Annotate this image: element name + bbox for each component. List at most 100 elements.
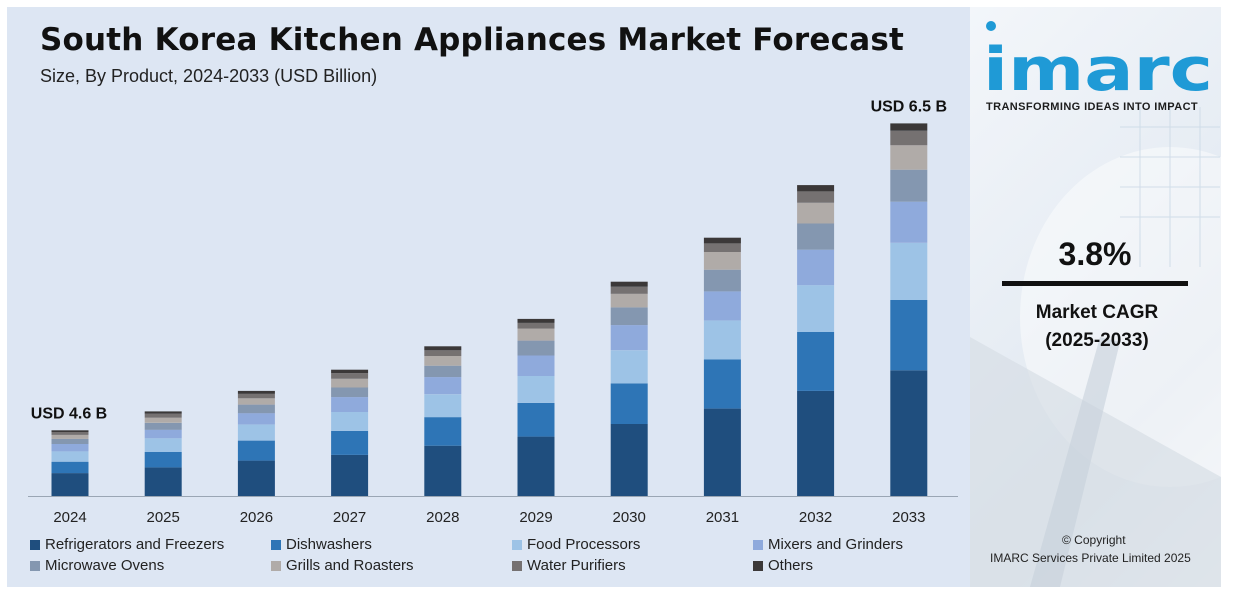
bar-segment	[237, 440, 275, 461]
svg-text:imarc: imarc	[983, 35, 1213, 98]
x-tick-label: 2024	[53, 509, 86, 526]
total-annotation: USD 4.6 B	[31, 405, 107, 422]
bar-segment	[517, 402, 555, 437]
legend-label: Refrigerators and Freezers	[45, 536, 225, 553]
bar-segment	[797, 390, 835, 496]
bar-segment	[144, 411, 182, 414]
bar-segment	[797, 191, 835, 203]
bar-segment	[890, 201, 928, 243]
bar-segment	[890, 370, 928, 496]
x-tick-label: 2027	[333, 509, 366, 526]
bar-segment	[610, 293, 648, 308]
legend-swatch	[271, 560, 281, 571]
bar-segment	[144, 422, 182, 430]
bar-segment	[237, 404, 275, 414]
bar-segment	[424, 417, 462, 446]
bar-segment	[610, 350, 648, 384]
bar-segment	[51, 461, 89, 474]
bar-segment	[610, 325, 648, 351]
legend-label: Others	[768, 557, 814, 574]
copyright-text: © Copyright	[1062, 533, 1126, 547]
x-tick-label: 2026	[240, 509, 273, 526]
bar-segment	[144, 467, 182, 496]
bar-segment	[517, 328, 555, 341]
chart-title: South Korea Kitchen Appliances Market Fo…	[40, 22, 905, 58]
legend-item: Refrigerators and Freezers	[30, 536, 271, 553]
legend-item: Mixers and Grinders	[753, 536, 960, 553]
legend-item: Dishwashers	[271, 536, 512, 553]
legend-label: Water Purifiers	[527, 557, 626, 574]
chart-subtitle: Size, By Product, 2024-2033 (USD Billion…	[40, 66, 378, 86]
chart-legend: Refrigerators and Freezers Dishwashers Foo…	[30, 536, 960, 574]
legend-item: Water Purifiers	[512, 557, 753, 574]
bar-segment	[797, 202, 835, 224]
bar-segment	[331, 369, 369, 374]
bar-segment	[424, 394, 462, 418]
x-tick-label: 2025	[147, 509, 180, 526]
legend-label: Microwave Ovens	[45, 557, 165, 574]
bar-segment	[517, 436, 555, 496]
bar-segment	[610, 424, 648, 496]
bar-segment	[610, 383, 648, 424]
legend-swatch	[753, 560, 763, 571]
bar-segment	[424, 356, 462, 366]
bar-segment	[797, 249, 835, 286]
imarc-logo: imarc	[983, 21, 1213, 98]
bar-segment	[703, 359, 741, 409]
logo-tagline: TRANSFORMING IDEAS INTO IMPACT	[986, 101, 1199, 113]
company-text: IMARC Services Private Limited 2025	[990, 551, 1191, 565]
legend-swatch	[271, 539, 281, 550]
bar-segment	[331, 387, 369, 398]
background-decoration	[970, 107, 1221, 587]
legend-swatch	[512, 539, 522, 550]
legend-label: Grills and Roasters	[286, 557, 414, 574]
bar-segment	[237, 413, 275, 425]
legend-item: Food Processors	[512, 536, 753, 553]
cagr-label: Market CAGR (2025-2033)	[990, 299, 1204, 355]
bar-segment	[797, 332, 835, 391]
legend-label: Food Processors	[527, 536, 641, 553]
cagr-value: 3.8%	[1058, 236, 1132, 272]
bar-segment	[703, 320, 741, 360]
x-tick-label: 2029	[519, 509, 552, 526]
x-tick-label: 2032	[799, 509, 832, 526]
bar-segment	[144, 438, 182, 452]
bar-segment	[424, 350, 462, 356]
bar-segment	[331, 397, 369, 412]
legend-item: Microwave Ovens	[30, 557, 271, 574]
bar-segment	[51, 434, 89, 439]
legend-swatch	[30, 539, 40, 550]
bar-segment	[703, 269, 741, 292]
x-tick-label: 2033	[892, 509, 925, 526]
bar-segment	[890, 145, 928, 170]
bar-segment	[424, 346, 462, 351]
bar-segment	[610, 286, 648, 294]
bar-segment	[424, 365, 462, 378]
legend-item: Others	[753, 557, 960, 574]
legend-item: Grills and Roasters	[271, 557, 512, 574]
bar-segment	[237, 460, 275, 496]
bar-segment	[703, 237, 741, 244]
bar-segment	[517, 340, 555, 356]
bar-segment	[703, 291, 741, 321]
bar-segment	[517, 322, 555, 329]
bar-segment	[51, 438, 89, 444]
bar-segment	[517, 376, 555, 403]
bar-segment	[331, 430, 369, 455]
side-panel	[970, 7, 1221, 587]
cagr-divider	[1002, 281, 1188, 286]
bar-segment	[517, 318, 555, 323]
cagr-label-line1: Market CAGR	[1035, 302, 1159, 323]
bar-segment	[424, 377, 462, 395]
bar-segment	[890, 300, 928, 371]
bar-segment	[890, 130, 928, 146]
legend-label: Mixers and Grinders	[768, 536, 904, 553]
bar-segment	[331, 454, 369, 496]
bar-segment	[144, 417, 182, 423]
stacked-bar-chart: 2024 2025 2026 2027 2028 2029 2030 2031 2032 2033…	[28, 98, 958, 526]
bar-segment	[517, 355, 555, 376]
bar-segment	[51, 473, 89, 496]
bar-segment	[237, 390, 275, 394]
bar-segment	[331, 412, 369, 431]
bar-segment	[797, 285, 835, 332]
